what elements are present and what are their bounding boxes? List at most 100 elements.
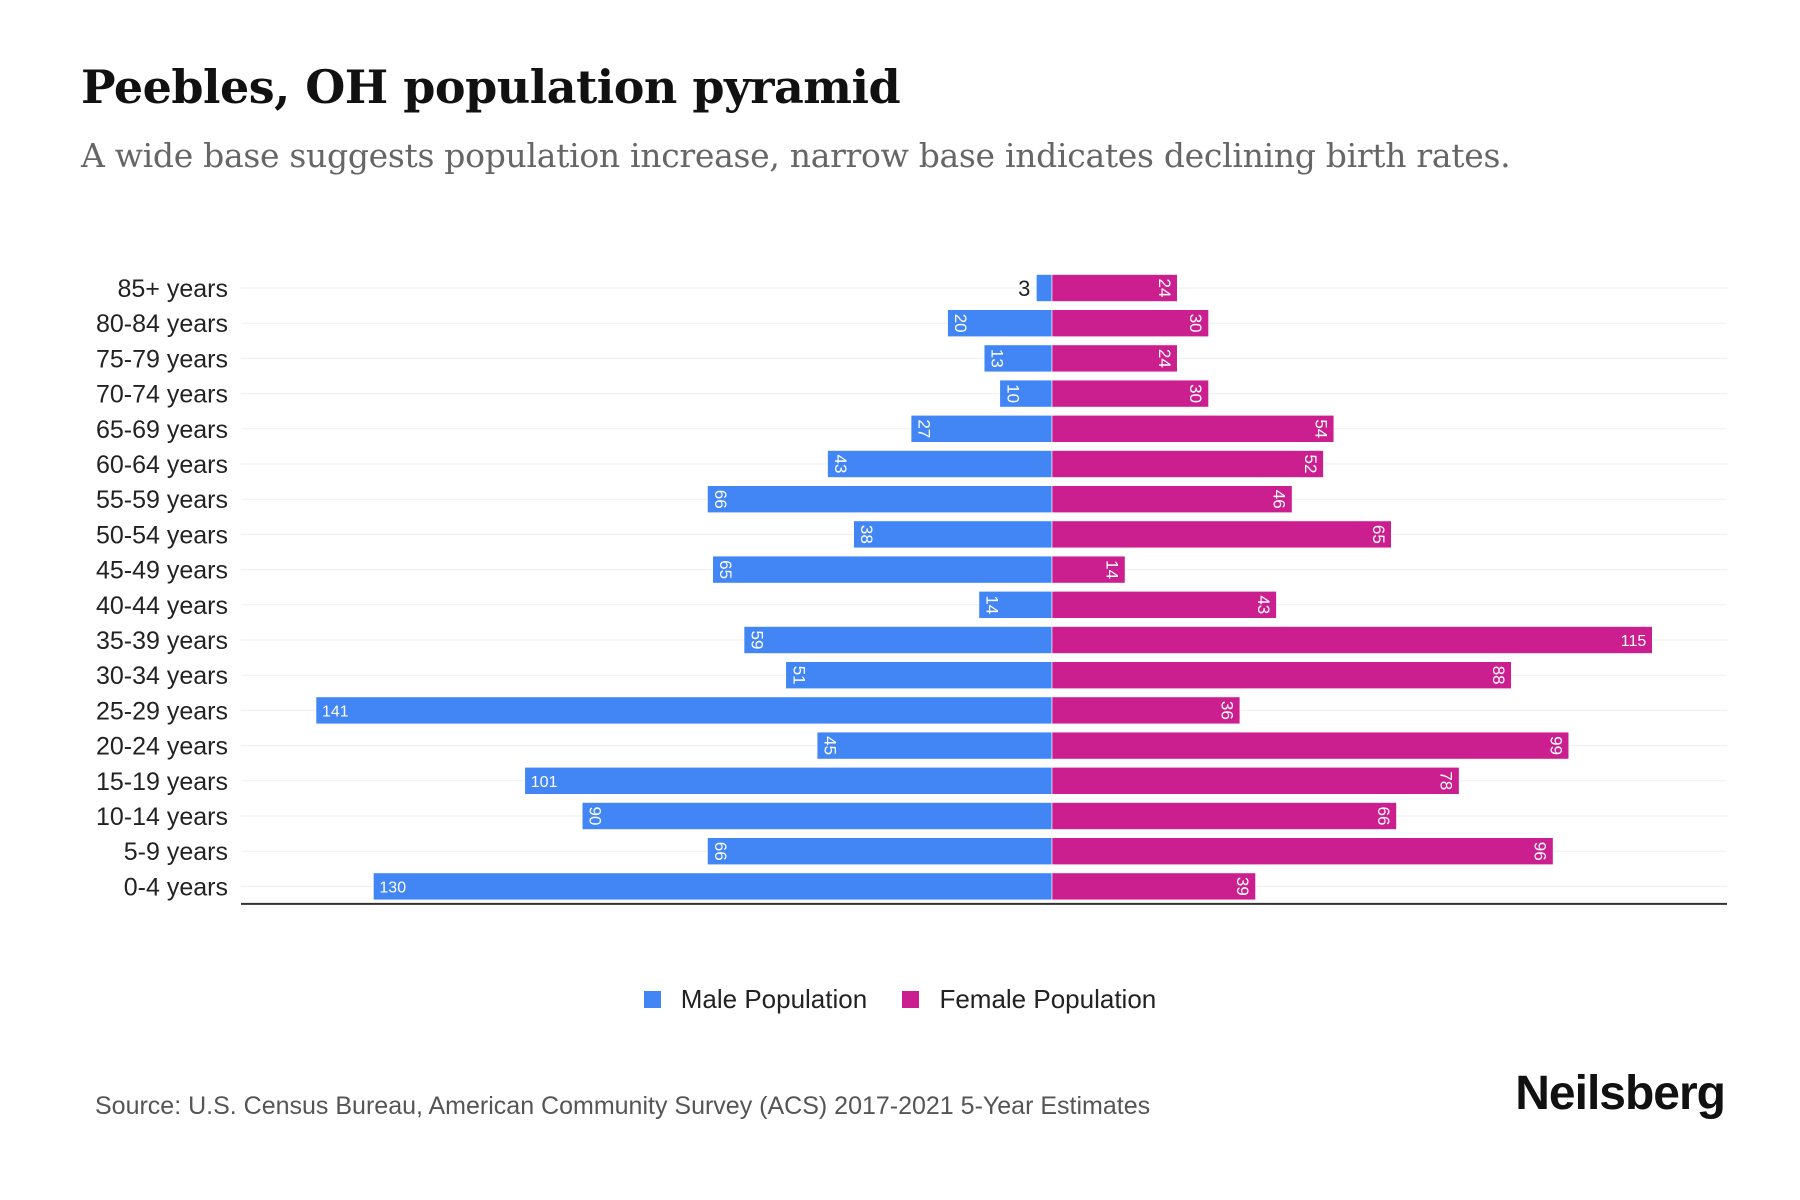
value-label: 14 bbox=[982, 595, 1001, 614]
male-bar[interactable] bbox=[1036, 274, 1053, 302]
source-note: Source: U.S. Census Bureau, American Com… bbox=[95, 1092, 1151, 1120]
female-bar[interactable] bbox=[1051, 274, 1178, 302]
value-label: 59 bbox=[748, 631, 767, 650]
brand-logo: Neilsberg bbox=[1515, 1067, 1726, 1120]
category-label: 70-74 years bbox=[96, 381, 228, 409]
female-bar[interactable] bbox=[1051, 590, 1277, 619]
female-bar[interactable] bbox=[1051, 379, 1209, 408]
legend: Male Population Female Population bbox=[0, 984, 1800, 1015]
value-label: 43 bbox=[1254, 595, 1273, 614]
category-label: 5-9 years bbox=[124, 838, 228, 866]
category-label: 60-64 years bbox=[96, 451, 228, 479]
value-label: 130 bbox=[379, 879, 406, 896]
category-label: 85+ years bbox=[118, 275, 229, 303]
female-bar[interactable] bbox=[1051, 837, 1554, 866]
male-bar[interactable] bbox=[983, 344, 1053, 373]
female-bar[interactable] bbox=[1051, 414, 1335, 443]
value-label: 66 bbox=[711, 490, 730, 509]
value-label: 66 bbox=[711, 842, 730, 861]
female-bar[interactable] bbox=[1051, 520, 1392, 549]
value-label: 141 bbox=[322, 703, 349, 720]
category-label: 55-59 years bbox=[96, 486, 228, 514]
female-bar[interactable] bbox=[1051, 555, 1126, 584]
male-bar[interactable] bbox=[947, 309, 1053, 338]
female-bar[interactable] bbox=[1051, 450, 1324, 478]
value-label: 30 bbox=[1186, 314, 1205, 333]
chart-title: Peebles, OH population pyramid bbox=[81, 60, 901, 114]
value-label: 24 bbox=[1155, 279, 1174, 298]
male-bar[interactable] bbox=[827, 450, 1053, 478]
category-label: 45-49 years bbox=[96, 557, 228, 585]
female-bar[interactable] bbox=[1051, 696, 1241, 725]
category-label: 15-19 years bbox=[96, 768, 228, 796]
male-bar[interactable] bbox=[707, 837, 1053, 866]
female-bar[interactable] bbox=[1051, 661, 1512, 690]
value-label: 99 bbox=[1546, 736, 1565, 755]
value-label: 96 bbox=[1531, 842, 1550, 861]
chart-subtitle: A wide base suggests population increase… bbox=[81, 136, 1511, 175]
value-label: 20 bbox=[951, 314, 970, 333]
female-bar[interactable] bbox=[1051, 626, 1653, 654]
female-bar[interactable] bbox=[1051, 485, 1293, 514]
value-label: 51 bbox=[789, 666, 808, 685]
value-label: 66 bbox=[1374, 807, 1393, 826]
male-bar[interactable] bbox=[853, 520, 1053, 549]
value-label: 36 bbox=[1217, 701, 1236, 720]
value-label: 14 bbox=[1103, 560, 1122, 579]
value-label: 88 bbox=[1489, 666, 1508, 685]
male-bar[interactable] bbox=[581, 802, 1053, 830]
legend-swatch-female bbox=[902, 991, 920, 1008]
male-bar[interactable] bbox=[524, 766, 1053, 795]
female-bar[interactable] bbox=[1051, 872, 1256, 901]
category-label: 40-44 years bbox=[96, 592, 228, 620]
value-label: 65 bbox=[1369, 525, 1388, 544]
male-bar[interactable] bbox=[707, 485, 1053, 514]
male-bar[interactable] bbox=[816, 731, 1053, 760]
value-label: 90 bbox=[586, 807, 605, 826]
female-bar[interactable] bbox=[1051, 802, 1397, 830]
value-label: 46 bbox=[1270, 490, 1289, 509]
category-label: 25-29 years bbox=[96, 697, 228, 725]
value-label: 39 bbox=[1233, 877, 1252, 896]
legend-swatch-male bbox=[643, 991, 661, 1008]
value-label: 38 bbox=[857, 525, 876, 544]
category-label: 30-34 years bbox=[96, 662, 228, 690]
category-label: 50-54 years bbox=[96, 521, 228, 549]
legend-label-male: Male Population bbox=[680, 984, 868, 1014]
value-label: 101 bbox=[531, 774, 558, 791]
value-label: 65 bbox=[716, 560, 735, 579]
value-label: 3 bbox=[1018, 276, 1030, 301]
pyramid-chart: 85+ years 3 24 80-84 years 20 30 75-79 years 13… bbox=[96, 274, 1727, 905]
category-label: 75-79 years bbox=[96, 345, 228, 373]
male-bar[interactable] bbox=[315, 696, 1053, 725]
male-bar[interactable] bbox=[712, 555, 1053, 584]
value-label: 24 bbox=[1155, 349, 1174, 368]
legend-label-female: Female Population bbox=[939, 984, 1157, 1014]
category-label: 65-69 years bbox=[96, 416, 228, 444]
male-bar[interactable] bbox=[999, 379, 1053, 408]
category-label: 35-39 years bbox=[96, 627, 228, 655]
male-bar[interactable] bbox=[373, 872, 1053, 901]
female-bar[interactable] bbox=[1051, 309, 1209, 338]
legend-item-male[interactable]: Male Population bbox=[643, 984, 868, 1015]
male-bar[interactable] bbox=[785, 661, 1053, 690]
female-bar[interactable] bbox=[1051, 766, 1460, 795]
female-bar[interactable] bbox=[1051, 731, 1570, 760]
category-label: 80-84 years bbox=[96, 310, 228, 338]
value-label: 54 bbox=[1311, 419, 1330, 438]
male-bar[interactable] bbox=[910, 414, 1053, 443]
value-label: 45 bbox=[821, 736, 840, 755]
category-label: 20-24 years bbox=[96, 733, 228, 761]
value-label: 13 bbox=[988, 349, 1007, 368]
male-bar[interactable] bbox=[743, 626, 1053, 654]
value-label: 43 bbox=[831, 455, 850, 474]
female-bar[interactable] bbox=[1051, 344, 1178, 373]
value-label: 30 bbox=[1186, 384, 1205, 403]
category-label: 10-14 years bbox=[96, 803, 228, 831]
legend-item-female[interactable]: Female Population bbox=[902, 984, 1156, 1015]
value-label: 27 bbox=[915, 419, 934, 438]
category-label: 0-4 years bbox=[124, 873, 228, 901]
value-label: 10 bbox=[1003, 384, 1022, 403]
value-label: 78 bbox=[1437, 771, 1456, 790]
male-bar[interactable] bbox=[978, 590, 1053, 619]
